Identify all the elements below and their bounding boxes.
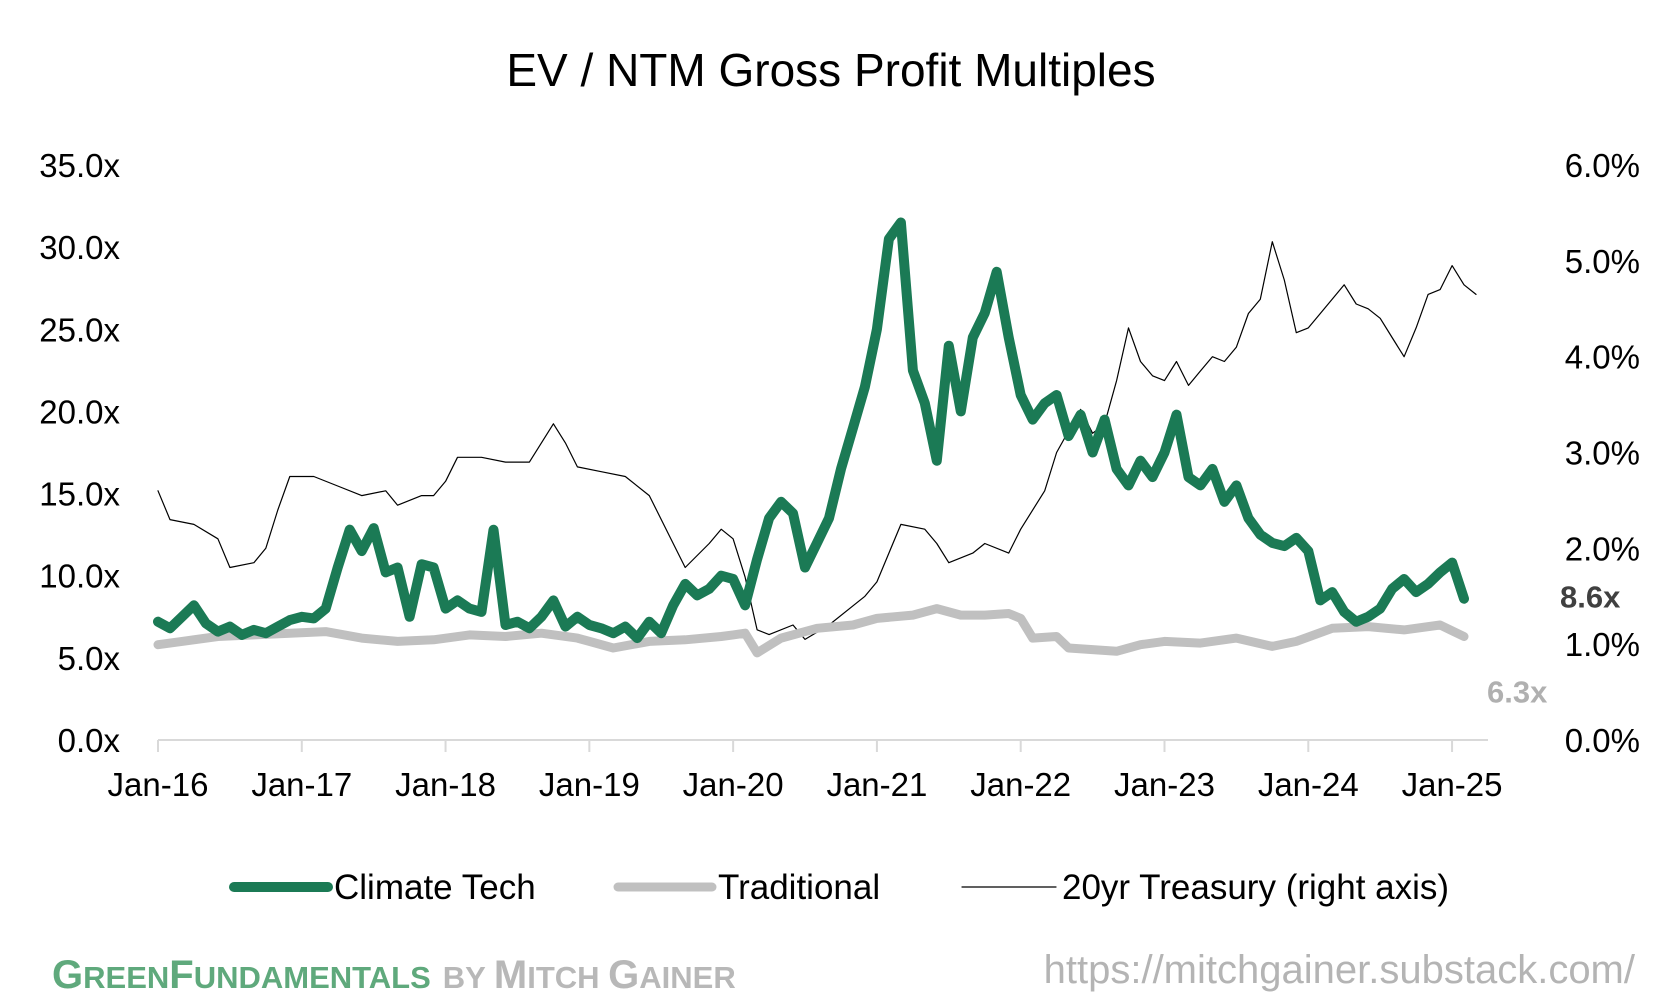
y-left-tick-label: 10.0x (39, 558, 120, 595)
legend-label-traditional: Traditional (718, 868, 880, 907)
y-right-tick-label: 6.0% (1565, 147, 1640, 184)
brand-green-initial-2: F (169, 953, 193, 997)
x-tick-label: Jan-17 (251, 766, 352, 803)
right-y-axis: 0.0% 1.0% 2.0% 3.0% 4.0% 5.0% 6.0% (1565, 147, 1640, 759)
y-right-tick-label: 0.0% (1565, 722, 1640, 759)
y-right-tick-label: 2.0% (1565, 530, 1640, 567)
brand-green-small-1: REEN (83, 960, 169, 995)
brand-green-small-2: UNDAMENTALS (194, 960, 431, 995)
legend-label-climate-tech: Climate Tech (334, 868, 536, 907)
y-left-tick-label: 25.0x (39, 311, 120, 348)
plot-area (153, 217, 1477, 658)
series-line-traditional (153, 604, 1469, 658)
brand-green-initial-1: G (52, 953, 83, 997)
x-tick-label: Jan-19 (539, 766, 640, 803)
y-right-tick-label: 3.0% (1565, 435, 1640, 472)
end-label-climate-tech: 8.6x (1560, 580, 1621, 615)
end-labels: 8.6x 6.3x (1487, 580, 1621, 710)
brand-logo: GREENFUNDAMENTALS BY MITCH GAINER (52, 953, 736, 997)
y-left-tick-label: 30.0x (39, 229, 120, 266)
x-tick-label: Jan-24 (1258, 766, 1359, 803)
x-tick-label: Jan-23 (1114, 766, 1215, 803)
x-tick-label: Jan-18 (395, 766, 496, 803)
y-right-tick-label: 1.0% (1565, 626, 1640, 663)
y-left-tick-label: 5.0x (58, 640, 121, 677)
x-axis: Jan-16 Jan-17 Jan-18 Jan-19 Jan-20 Jan-21 Jan-… (108, 740, 1503, 803)
x-tick-label: Jan-21 (826, 766, 927, 803)
series-line-climate-tech (153, 217, 1469, 644)
y-left-tick-label: 0.0x (58, 722, 121, 759)
brand-gray-initial-m: M (494, 953, 527, 997)
y-left-tick-label: 35.0x (39, 147, 120, 184)
x-tick-label: Jan-25 (1402, 766, 1503, 803)
x-tick-label: Jan-16 (108, 766, 209, 803)
legend: Climate Tech Traditional 20yr Treasury (ri… (229, 868, 1449, 907)
y-left-tick-label: 20.0x (39, 393, 120, 430)
x-tick-label: Jan-20 (683, 766, 784, 803)
legend-label-20yr-treasury-right-axis: 20yr Treasury (right axis) (1062, 868, 1449, 907)
y-left-tick-label: 15.0x (39, 476, 120, 513)
brand-gray-by: BY (443, 960, 494, 995)
y-right-tick-label: 5.0% (1565, 243, 1640, 280)
left-y-axis: 0.0x 5.0x 10.0x 15.0x 20.0x 25.0x 30.0x 35.0x (39, 147, 120, 759)
x-tick-label: Jan-22 (970, 766, 1071, 803)
y-right-tick-label: 4.0% (1565, 339, 1640, 376)
brand-gray-initial-g: G (608, 953, 639, 997)
brand-gray-small-ainer: AINER (639, 960, 735, 995)
end-label-traditional: 6.3x (1487, 675, 1548, 710)
series-line-20yr-treasury-right-axis (157, 241, 1477, 641)
chart-title: EV / NTM Gross Profit Multiples (506, 44, 1155, 96)
brand-gray-small-itch: ITCH (527, 960, 608, 995)
source-url: https://mitchgainer.substack.com/ (1044, 948, 1636, 992)
